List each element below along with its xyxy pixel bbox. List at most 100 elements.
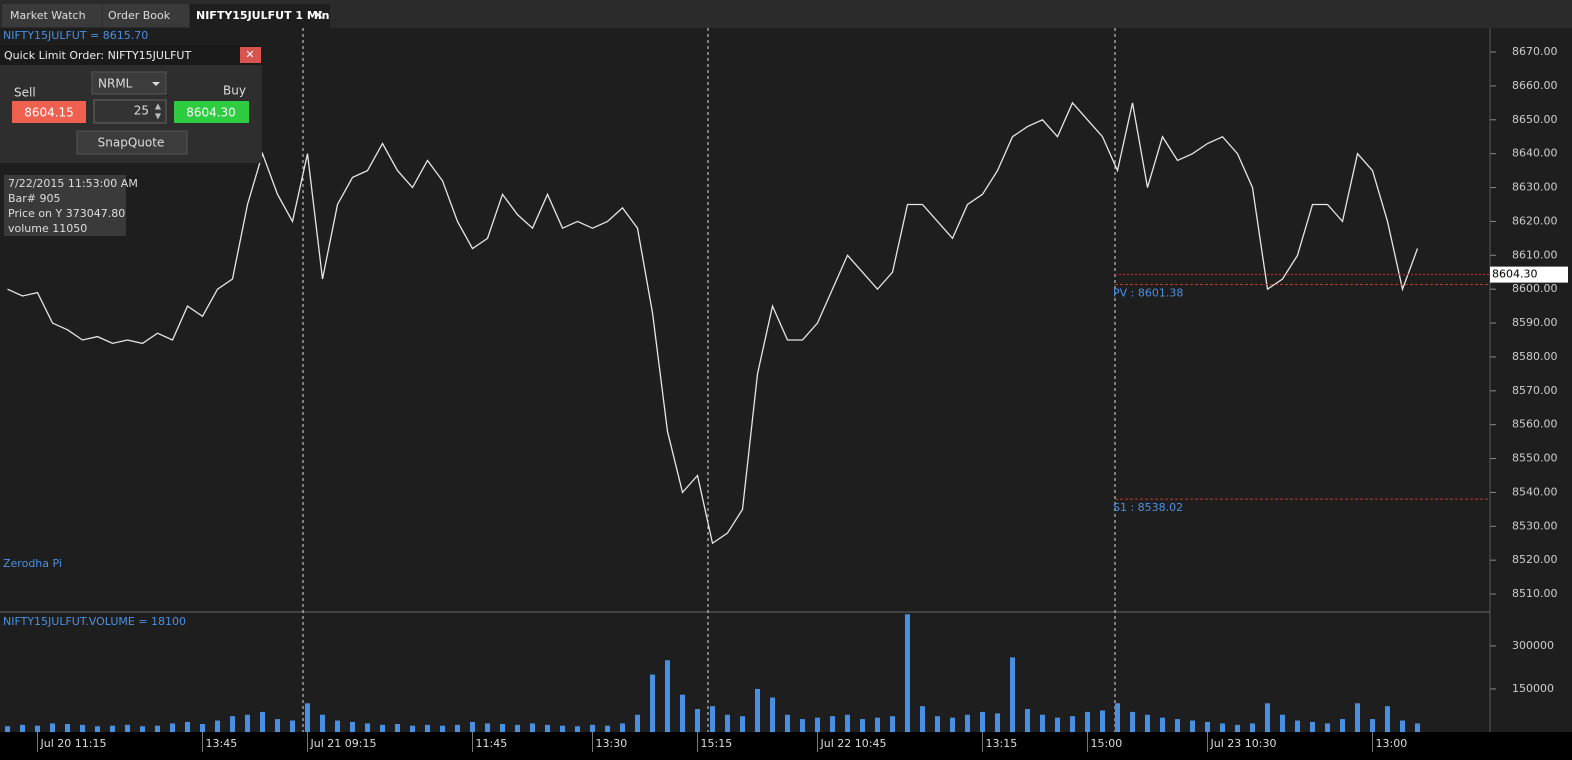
x-tick-label: 11:45 bbox=[476, 737, 508, 750]
volume-bar bbox=[1385, 706, 1390, 732]
x-tick-label: Jul 22 10:45 bbox=[820, 737, 887, 750]
volume-bar bbox=[770, 697, 775, 732]
volume-bar bbox=[1250, 723, 1255, 732]
tab-active[interactable] bbox=[190, 4, 330, 28]
spin-up[interactable]: ▲ bbox=[155, 102, 162, 111]
volume-bar bbox=[1325, 723, 1330, 732]
volume-bar bbox=[1340, 719, 1345, 732]
plot: 8510.00 8520.00 8530.00 8540.00 8550.00 8560.… bbox=[5, 45, 1568, 752]
tab[interactable] bbox=[103, 4, 189, 27]
x-tick-label: 13:45 bbox=[206, 737, 238, 750]
volume-bar bbox=[1160, 717, 1165, 732]
y-tick-label: 8670.00 bbox=[1512, 45, 1558, 58]
volume-bar bbox=[1130, 711, 1135, 732]
volume-bar bbox=[875, 717, 880, 732]
volume-bar bbox=[65, 723, 70, 732]
volume-bar bbox=[1220, 723, 1225, 732]
volume-bar bbox=[290, 720, 295, 732]
volume-bar bbox=[80, 724, 85, 732]
volume-title: NIFTY15JULFUT.VOLUME = 18100 bbox=[3, 615, 186, 628]
volume-bar bbox=[530, 723, 535, 732]
volume-bar bbox=[230, 716, 235, 732]
product-select[interactable] bbox=[91, 71, 167, 95]
volume-bar bbox=[1280, 714, 1285, 732]
x-tick-label: 15:15 bbox=[701, 737, 733, 750]
y-tick-label: 300000 bbox=[1512, 639, 1554, 652]
volume-bar bbox=[650, 674, 655, 732]
volume-bar bbox=[365, 723, 370, 732]
buy-button[interactable] bbox=[174, 101, 249, 123]
info-line: volume 11050 bbox=[8, 222, 87, 235]
y-tick-label: 8510.00 bbox=[1512, 587, 1558, 600]
y-tick-label: 8590.00 bbox=[1512, 316, 1558, 329]
volume-bar bbox=[950, 717, 955, 732]
info-line: 7/22/2015 11:53:00 AM bbox=[8, 177, 138, 190]
tab-label: Order Book bbox=[108, 9, 171, 22]
volume-bar bbox=[335, 720, 340, 732]
volume-bar bbox=[815, 717, 820, 732]
volume-bar bbox=[200, 723, 205, 732]
y-tick-label: 8540.00 bbox=[1512, 485, 1558, 498]
tab-close[interactable]: ✕ bbox=[313, 9, 324, 24]
x-tick-label: Jul 23 10:30 bbox=[1210, 737, 1277, 750]
volume-bar bbox=[470, 721, 475, 732]
info-line: Price on Y 373047.80 bbox=[8, 207, 125, 220]
volume-bar bbox=[575, 726, 580, 732]
volume-bar bbox=[125, 724, 130, 732]
volume-bar bbox=[1070, 716, 1075, 732]
tab[interactable] bbox=[2, 4, 102, 27]
volume-bar bbox=[1355, 703, 1360, 732]
sell-price: 8604.15 bbox=[24, 106, 74, 120]
volume-bar bbox=[620, 723, 625, 732]
volume-bar bbox=[1205, 721, 1210, 732]
info-box bbox=[4, 175, 126, 236]
close-button[interactable] bbox=[240, 47, 261, 63]
volume-bar bbox=[545, 724, 550, 732]
volume-bar bbox=[485, 723, 490, 732]
product-value: NRML bbox=[98, 77, 133, 91]
volume-bar bbox=[1400, 720, 1405, 732]
volume-bar bbox=[1295, 720, 1300, 732]
volume-bar bbox=[845, 714, 850, 732]
order-panel-header bbox=[0, 45, 262, 65]
snapquote-label: SnapQuote bbox=[98, 136, 165, 150]
volume-bar bbox=[500, 723, 505, 732]
volume-bar bbox=[275, 719, 280, 732]
y-tick-label: 8600.00 bbox=[1512, 282, 1558, 295]
sell-button[interactable] bbox=[12, 101, 86, 123]
volume-bar bbox=[905, 614, 910, 732]
snapquote-button[interactable] bbox=[76, 130, 188, 155]
volume-bar bbox=[305, 703, 310, 732]
volume-bar bbox=[1265, 703, 1270, 732]
pivot-label: PV : 8601.38 bbox=[1113, 286, 1183, 299]
price-tag-label: 8604.30 bbox=[1492, 268, 1538, 281]
volume-bar bbox=[680, 694, 685, 732]
volume-bar bbox=[35, 725, 40, 732]
volume-bar bbox=[5, 726, 10, 732]
y-tick-label: 8620.00 bbox=[1512, 214, 1558, 227]
volume-bar bbox=[995, 713, 1000, 732]
volume-bar bbox=[635, 714, 640, 732]
quantity-input[interactable] bbox=[93, 99, 167, 124]
volume-bar bbox=[320, 714, 325, 732]
volume-bar bbox=[140, 726, 145, 732]
y-tick-label: 8530.00 bbox=[1512, 519, 1558, 532]
dropdown-arrow bbox=[152, 82, 160, 86]
volume-bar bbox=[1310, 721, 1315, 732]
volume-bar bbox=[1055, 717, 1060, 732]
volume-bar bbox=[695, 709, 700, 732]
volume-bar bbox=[830, 716, 835, 732]
spin-down[interactable]: ▼ bbox=[155, 112, 162, 121]
volume-bar bbox=[965, 714, 970, 732]
pivot-label: S1 : 8538.02 bbox=[1113, 501, 1183, 514]
volume-bar bbox=[1100, 710, 1105, 732]
tab-label: Market Watch bbox=[10, 9, 86, 22]
y-tick-label: 8550.00 bbox=[1512, 452, 1558, 465]
y-tick-label: 8580.00 bbox=[1512, 350, 1558, 363]
volume-bar bbox=[605, 725, 610, 732]
volume-bar bbox=[1370, 719, 1375, 732]
volume-bar bbox=[1025, 709, 1030, 732]
volume-bar bbox=[665, 660, 670, 732]
